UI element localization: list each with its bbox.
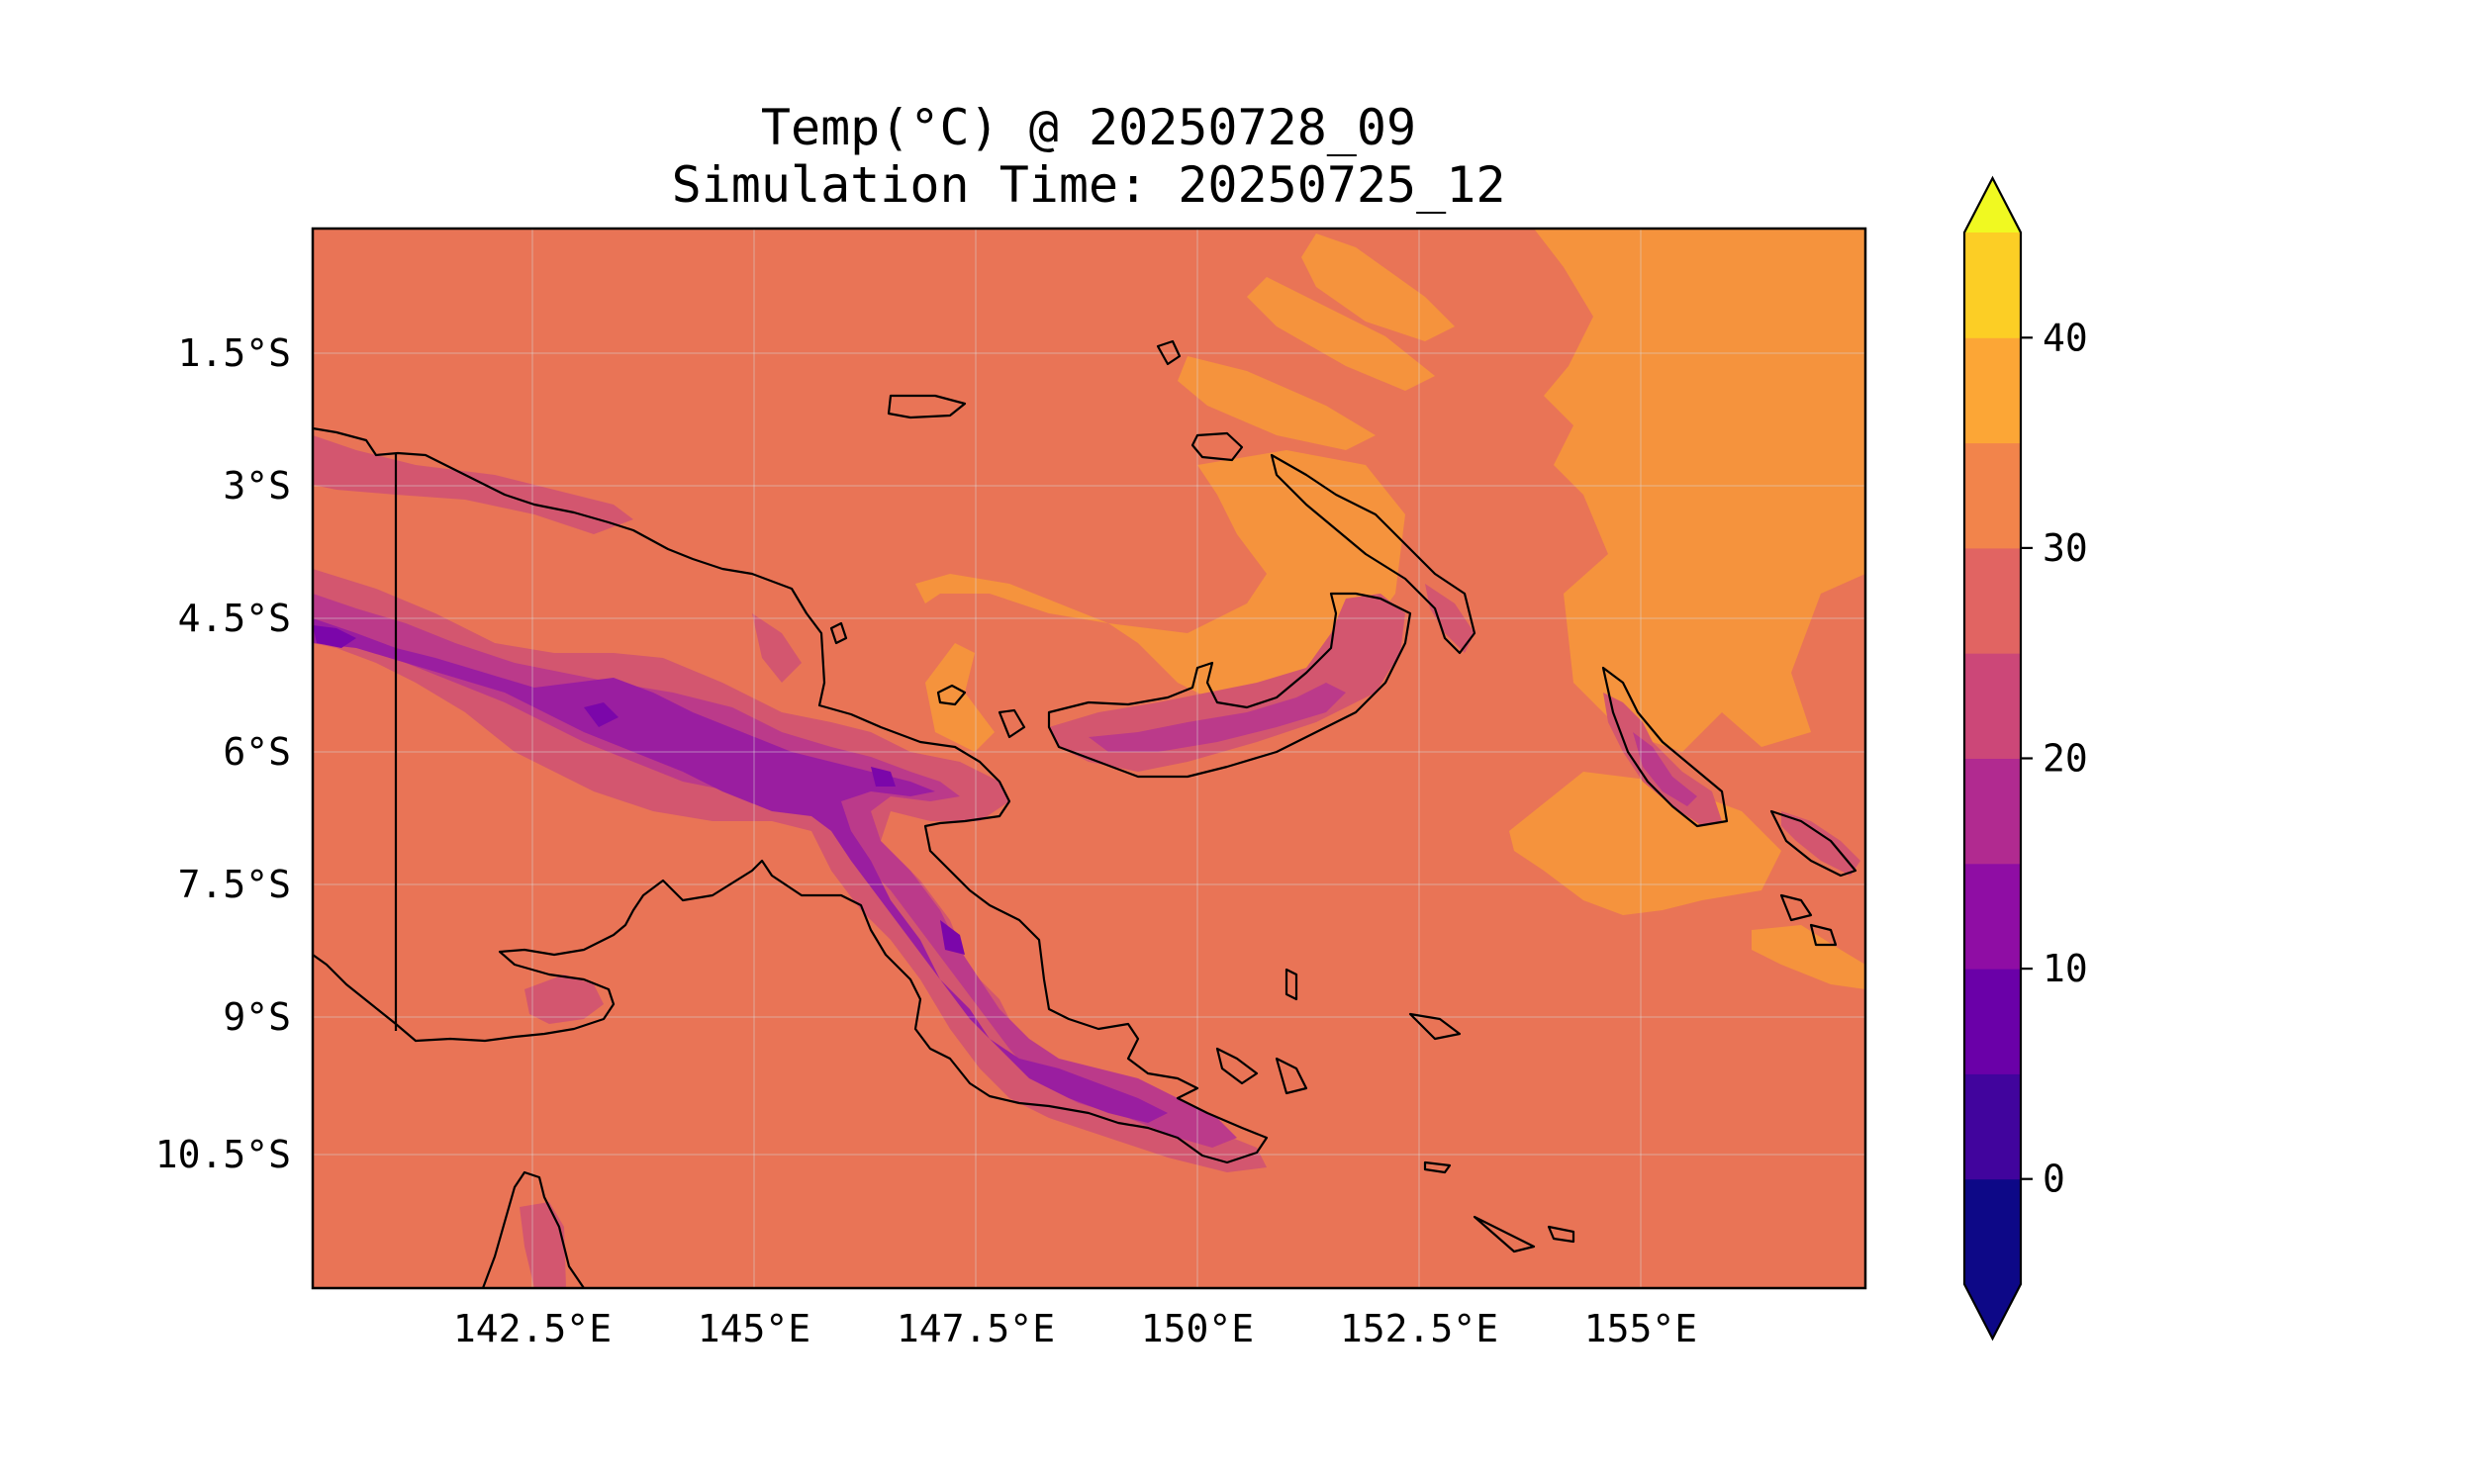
coast-new-hanover (1190, 431, 1244, 462)
colorbar-segment (1964, 547, 2021, 654)
coastlines (313, 339, 1857, 1288)
temperature-field (313, 229, 1865, 1288)
colorbar-segment (1964, 653, 2021, 759)
warm-streak-2 (1247, 277, 1435, 391)
coast-island-small-2 (1423, 1160, 1452, 1174)
map-title-line2: Simulation Time: 20250725_12 (671, 156, 1506, 214)
coast-solomons-2 (1779, 893, 1813, 922)
cold-core-2 (871, 767, 896, 787)
map-gridlines (313, 229, 1865, 1288)
lon-tick-label: 152.5°E (1340, 1307, 1498, 1350)
coast-bougainville (1601, 666, 1729, 828)
warm-patch-southeast (1752, 925, 1865, 989)
colorbar-tick-label: 10 (2043, 947, 2088, 990)
cool-patch-new-ireland (1425, 584, 1475, 653)
colorbar-under-extension (1964, 1284, 2021, 1339)
warm-region-bismarck (915, 450, 1405, 702)
lon-tick-label: 150°E (1141, 1307, 1254, 1350)
cool-patch-new-britain-ridge (1089, 683, 1346, 752)
colorbar-segment (1964, 337, 2021, 444)
colorbar-segment (1964, 863, 2021, 970)
warm-region-northeast (1534, 229, 1865, 752)
cool-patch-south (524, 974, 604, 1024)
colorbar-segment (1964, 1178, 2021, 1285)
colorbar-tick-label: 40 (2043, 316, 2088, 359)
coast-new-britain (1047, 592, 1412, 779)
coast-island-north (1156, 339, 1182, 366)
lat-tick-label: 7.5°S (178, 863, 291, 906)
lat-tick-label: 3°S (223, 464, 291, 508)
coast-new-ireland (1270, 453, 1476, 655)
cool-patch-sepik (752, 613, 802, 683)
coast-rossel (1547, 1225, 1575, 1244)
coast-solomons-1 (1769, 809, 1857, 878)
cool-band-15-20 (313, 594, 1697, 1148)
cool-patch-solomons (1781, 811, 1860, 876)
cold-core-1 (584, 702, 618, 727)
coast-solomons-3 (1809, 923, 1838, 947)
coast-cape-york (481, 1170, 585, 1288)
coast-dentrecasteaux (1275, 1057, 1308, 1095)
lon-tick-label: 142.5°E (453, 1307, 612, 1350)
cold-core-west (313, 625, 356, 648)
coast-louisiade (1473, 1215, 1536, 1253)
colorbar-segments (1964, 232, 2021, 1285)
cold-core-3 (940, 920, 965, 955)
colorbar-segment (1964, 1073, 2021, 1180)
colorbar-segment (1964, 969, 2021, 1074)
cool-region-central-range (313, 594, 1237, 1148)
coast-new-guinea (313, 426, 1269, 1164)
cool-band-5-10 (313, 625, 965, 955)
colorbar-tick-label: 20 (2043, 737, 2088, 781)
lat-tick-label: 4.5°S (178, 597, 291, 640)
cool-region-spine (313, 618, 1168, 1123)
lat-tick-label: 9°S (223, 995, 291, 1039)
colorbar-tick-label: 30 (2043, 526, 2088, 570)
map-title-line1: Temp(°C) @ 20250728_09 (760, 99, 1417, 156)
coast-karkar (936, 684, 967, 706)
coast-island-small-1 (1285, 968, 1298, 1001)
lon-tick-label: 155°E (1584, 1307, 1697, 1350)
lon-tick-label: 145°E (698, 1307, 810, 1350)
cool-region-north-coast (313, 435, 633, 534)
lon-tick-label: 147.5°E (897, 1307, 1055, 1350)
lat-tick-label: 10.5°S (155, 1133, 291, 1176)
cool-band-10-15 (313, 618, 1168, 1123)
colorbar-ticks: 0 10 20 30 40 (2021, 316, 2088, 1201)
cool-patch-bougainville-ridge (1633, 732, 1697, 806)
coast-manam (829, 621, 848, 645)
lon-tick-labels: 142.5°E 145°E 147.5°E 150°E 152.5°E 155°… (453, 1307, 1697, 1350)
map-frame (311, 227, 1867, 1290)
colorbar-segment (1964, 758, 2021, 865)
cool-region-new-britain (1049, 594, 1405, 772)
warm-streak-1 (1301, 233, 1455, 341)
coast-long-island (998, 708, 1026, 739)
colorbar: 0 10 20 30 40 (1962, 175, 2088, 1342)
colorbar-outline (1962, 175, 2023, 1342)
lat-tick-label: 6°S (223, 730, 291, 774)
warm-streak-3 (1178, 356, 1376, 450)
cool-patch-cape-york (520, 1202, 566, 1288)
coast-trobriand (1215, 1047, 1259, 1085)
coast-woodlark (1408, 1012, 1462, 1041)
lat-tick-label: 1.5°S (178, 331, 291, 375)
coast-manus (887, 394, 967, 419)
colorbar-tick-label: 0 (2043, 1158, 2065, 1201)
lat-tick-labels: 1.5°S 3°S 4.5°S 6°S 7.5°S 9°S 10.5°S (155, 331, 291, 1176)
colorbar-over-extension (1964, 178, 2021, 232)
colorbar-segment (1964, 232, 2021, 338)
colorbar-segment (1964, 442, 2021, 549)
